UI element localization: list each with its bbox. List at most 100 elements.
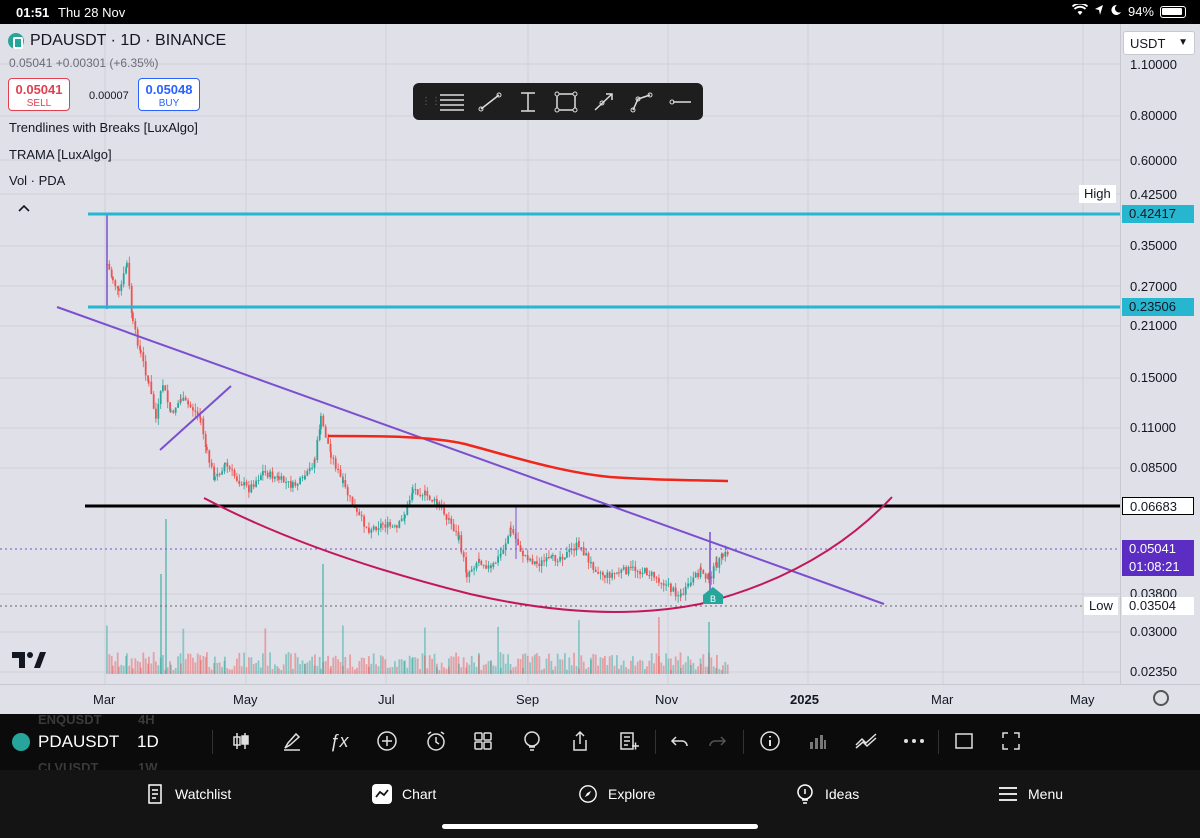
volume-bar xyxy=(715,668,717,674)
volume-bar xyxy=(160,574,162,674)
layout-grid-icon[interactable] xyxy=(470,728,496,754)
notes-icon[interactable] xyxy=(616,728,642,754)
candle-body xyxy=(718,558,721,568)
candle-body xyxy=(337,468,339,470)
alarm-clock-icon[interactable] xyxy=(423,728,449,754)
trend-line-icon[interactable] xyxy=(471,87,509,117)
candle-body xyxy=(416,489,419,495)
arrow-icon[interactable] xyxy=(585,87,623,117)
indicators-fx-icon[interactable]: ƒx xyxy=(329,730,349,751)
candle-body xyxy=(396,525,398,528)
price-axis[interactable] xyxy=(1120,24,1200,684)
candle-body xyxy=(606,572,609,578)
fullscreen-icon[interactable] xyxy=(998,728,1024,754)
tab-menu[interactable]: Menu xyxy=(998,784,1063,804)
volume-bar xyxy=(448,658,450,674)
status-icons: 94% xyxy=(1071,2,1186,19)
candle-body xyxy=(142,352,145,362)
symbol-toolbar: ENQUSDT 4H CLVUSDT 1W PDAUSDT 1D ƒx xyxy=(0,712,1200,775)
indicator-trama[interactable]: TRAMA [LuxAlgo] xyxy=(9,147,112,162)
symbol-legend[interactable]: PDAUSDT · 1D · BINANCE xyxy=(8,32,226,50)
rectangle-icon[interactable] xyxy=(547,87,585,117)
volume-bar xyxy=(354,669,356,674)
candle-body xyxy=(170,410,172,412)
interval-button[interactable]: 1D xyxy=(137,732,159,751)
volume-bar xyxy=(206,652,208,674)
sell-button[interactable]: 0.05041 SELL xyxy=(8,78,70,111)
candle-body xyxy=(192,407,194,411)
candle-body xyxy=(554,555,557,562)
indicator-volume[interactable]: Vol · PDA xyxy=(9,173,66,188)
volume-bar xyxy=(337,659,339,674)
text-cursor-icon[interactable] xyxy=(509,87,547,117)
chart-panel[interactable]: B PDAUSDT · 1D · BINANCE 0.05041 +0.0030… xyxy=(0,24,1200,714)
horizontal-ray-icon[interactable] xyxy=(661,87,699,117)
candle-body xyxy=(524,555,527,557)
time-axis[interactable] xyxy=(0,684,1200,714)
tab-ideas[interactable]: Ideas xyxy=(795,784,859,804)
buy-button[interactable]: 0.05048 BUY xyxy=(138,78,200,111)
volume-bar xyxy=(497,626,499,674)
candle-body xyxy=(174,407,177,413)
volume-bar xyxy=(320,668,322,674)
volume-bar xyxy=(573,652,575,674)
volume-bar xyxy=(243,652,245,674)
more-dots-icon[interactable] xyxy=(901,728,927,754)
volume-bar xyxy=(313,665,316,674)
volume-bar xyxy=(436,663,438,674)
volume-bar xyxy=(140,667,142,674)
candle-body xyxy=(473,568,475,570)
candle-body xyxy=(139,345,141,351)
undo-icon[interactable] xyxy=(667,728,693,754)
price-chart[interactable]: B xyxy=(0,24,1200,714)
window-icon[interactable] xyxy=(951,728,977,754)
volume-bar xyxy=(356,667,358,674)
gear-icon[interactable] xyxy=(1153,690,1169,706)
volume-bar xyxy=(112,665,114,674)
candle-body xyxy=(400,518,403,522)
horizontal-lines-icon[interactable] xyxy=(433,87,471,117)
info-icon[interactable] xyxy=(757,728,783,754)
volume-bar xyxy=(599,657,602,674)
candle-body xyxy=(480,560,483,565)
candles-icon[interactable] xyxy=(228,728,254,754)
candle-body xyxy=(155,408,157,419)
path-icon[interactable] xyxy=(623,87,661,117)
add-circle-icon[interactable] xyxy=(374,728,400,754)
brush-icon[interactable] xyxy=(279,728,305,754)
lightbulb-icon xyxy=(795,784,815,804)
volume-bar xyxy=(411,658,413,674)
tab-explore[interactable]: Explore xyxy=(578,784,655,804)
volume-bar xyxy=(500,667,502,674)
share-icon[interactable] xyxy=(567,728,593,754)
volume-bar xyxy=(304,663,306,674)
tab-watchlist[interactable]: Watchlist xyxy=(145,784,231,804)
volume-bar xyxy=(494,666,497,674)
volume-bar xyxy=(238,652,241,674)
volume-bar xyxy=(404,660,406,674)
tab-chart[interactable]: Chart xyxy=(372,784,436,804)
indicator-trendlines[interactable]: Trendlines with Breaks [LuxAlgo] xyxy=(9,120,198,135)
volume-bar xyxy=(282,664,285,674)
volume-bar xyxy=(177,656,179,674)
toolbar-divider xyxy=(212,730,213,754)
candle-body xyxy=(187,400,189,405)
candle-body xyxy=(658,578,660,583)
volume-bar xyxy=(299,664,301,674)
currency-select[interactable]: USDT ▼ xyxy=(1123,31,1195,55)
collapse-legend-button[interactable] xyxy=(14,202,34,216)
volume-bar xyxy=(384,659,387,674)
candle-body xyxy=(112,276,114,281)
volume-bar xyxy=(526,655,529,674)
volume-bar xyxy=(255,662,257,674)
candlesticks xyxy=(106,214,729,603)
drag-handle-icon[interactable]: ⋮⋮ xyxy=(421,95,441,107)
candle-body xyxy=(482,564,485,566)
compare-lines-icon[interactable] xyxy=(853,728,879,754)
price-tick: 1.10000 xyxy=(1130,57,1177,72)
symbol-search-button[interactable]: PDAUSDT xyxy=(38,732,120,751)
lightbulb-icon[interactable] xyxy=(519,728,545,754)
price-tick: 0.42500 xyxy=(1130,187,1177,202)
candle-body xyxy=(285,482,287,484)
bar-chart-icon[interactable] xyxy=(805,728,831,754)
